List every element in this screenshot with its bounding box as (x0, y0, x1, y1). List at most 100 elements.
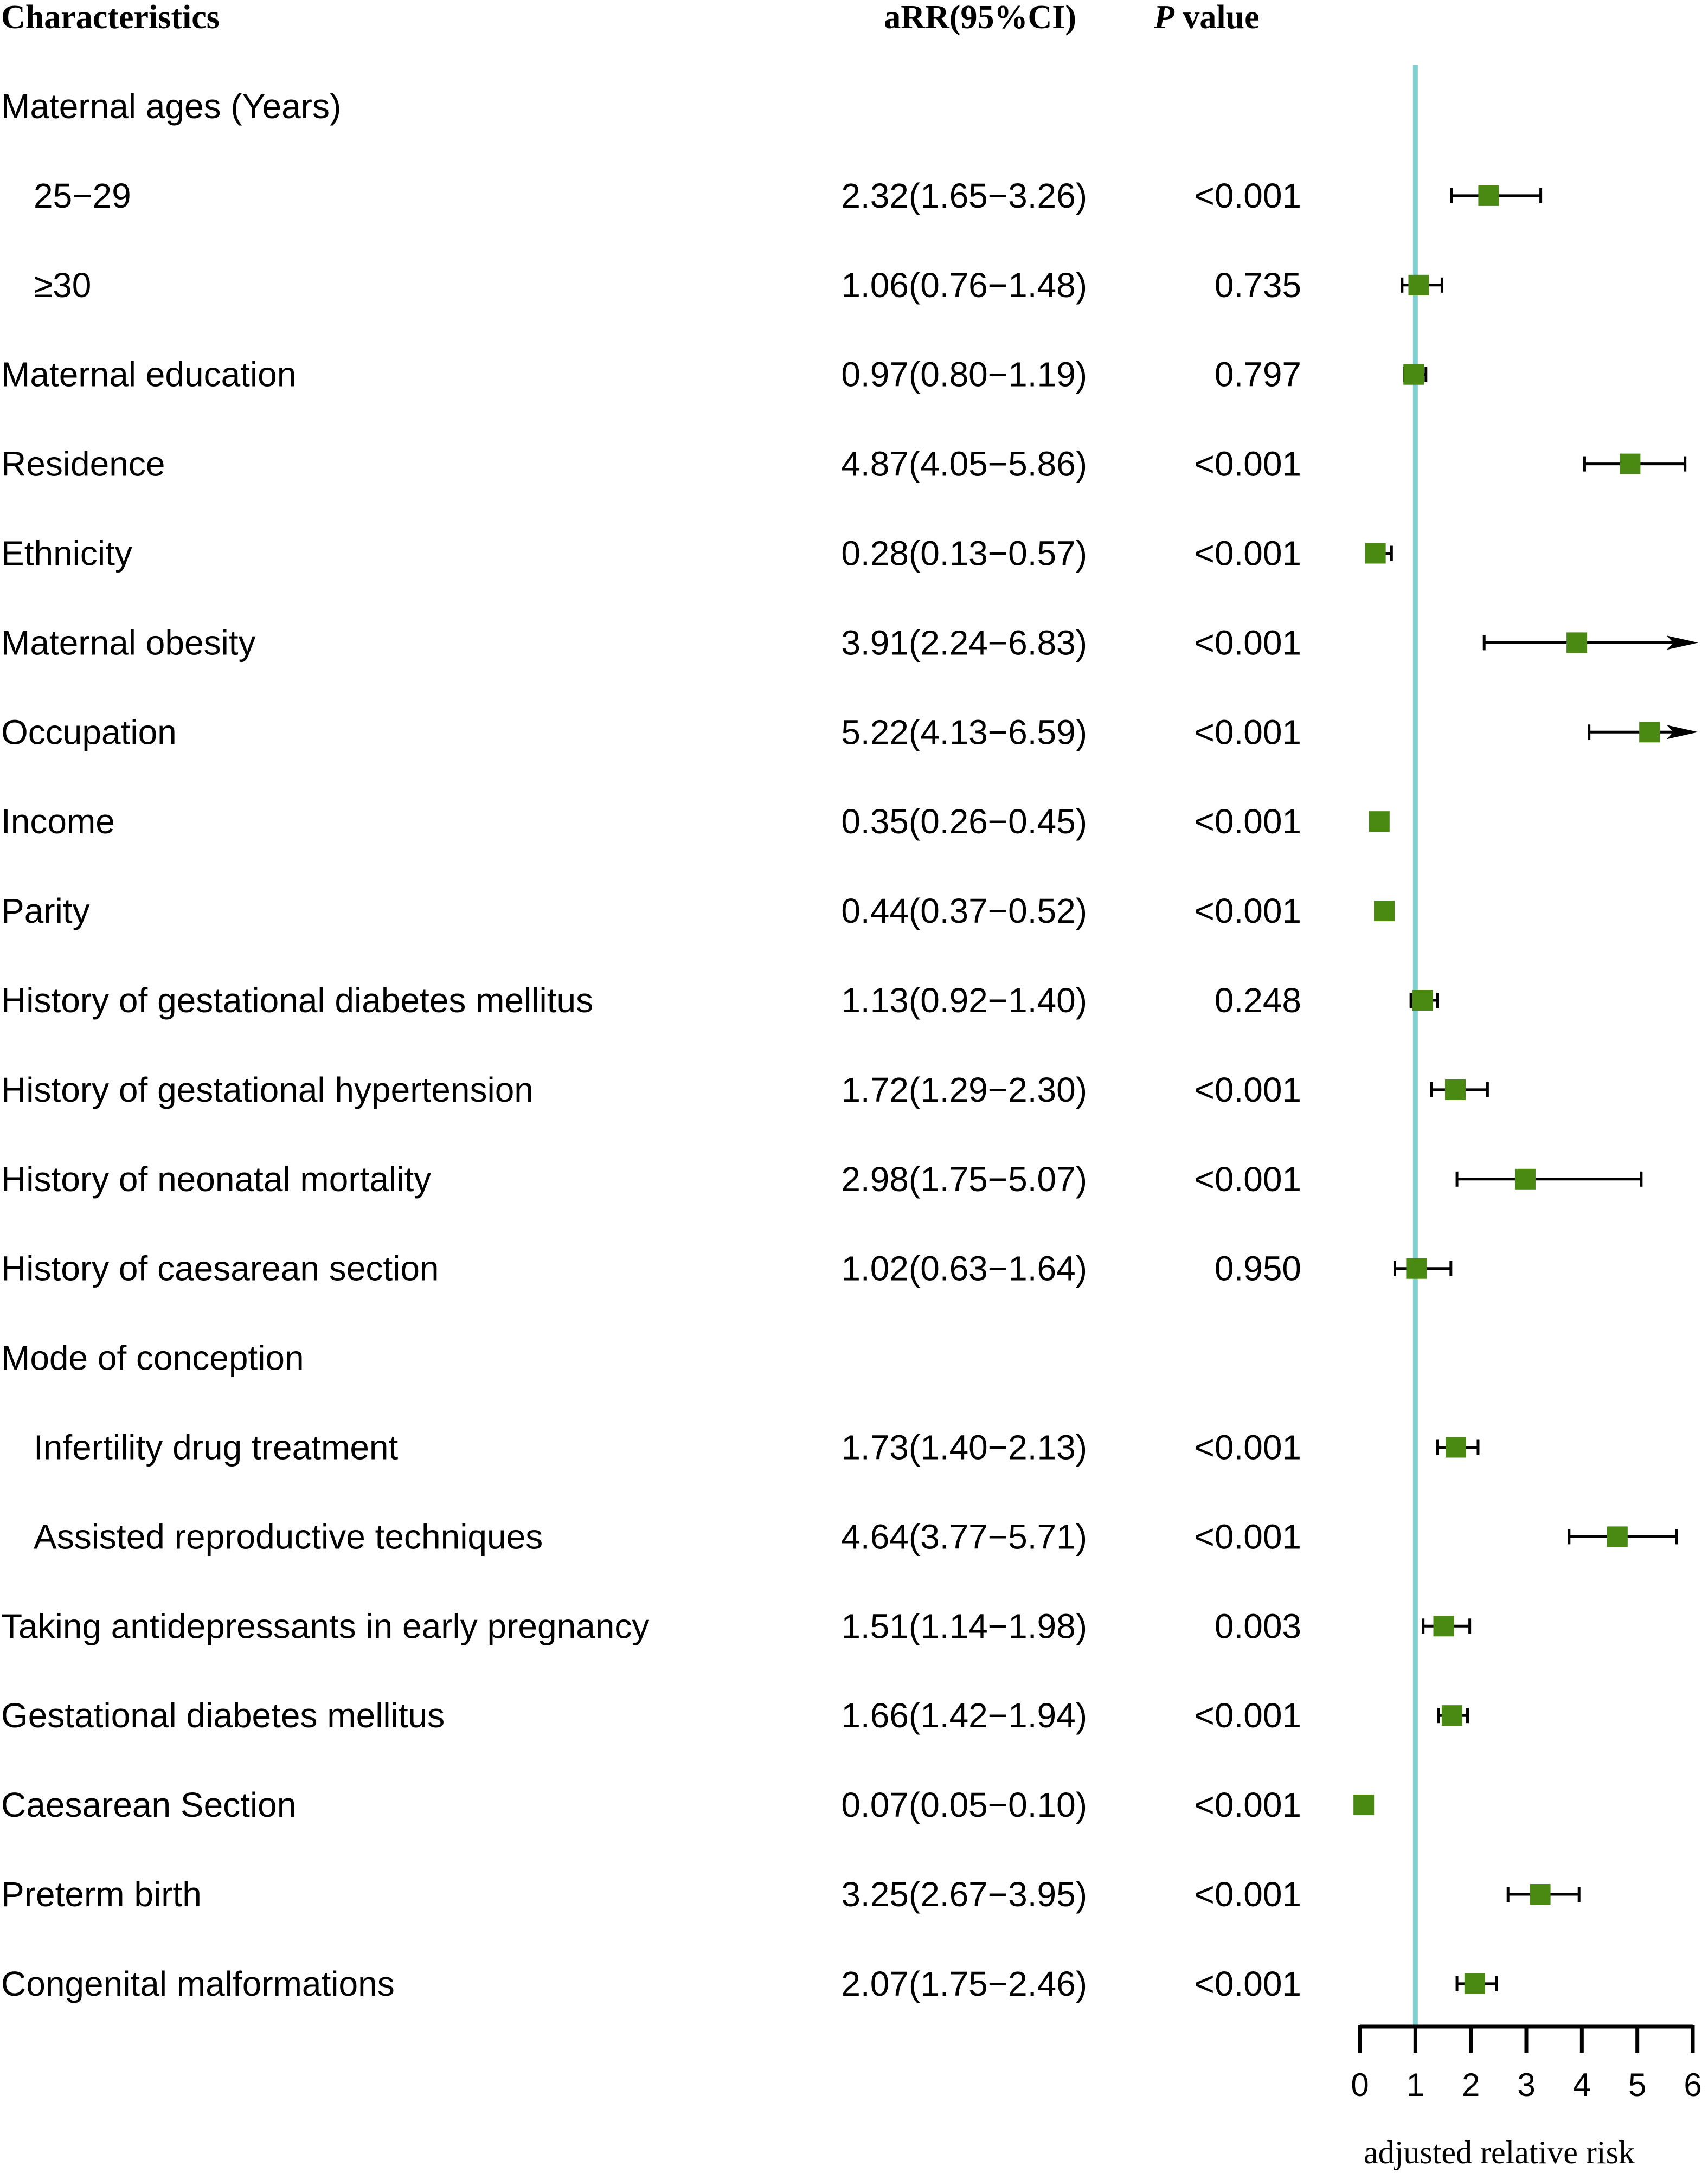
forest-row-mark (1430, 1079, 1489, 1100)
row-label: Maternal obesity (1, 623, 256, 662)
x-tick-label: 5 (1628, 2067, 1646, 2103)
row-label: Occupation (1, 712, 177, 751)
row-p-value: 0.797 (1215, 355, 1301, 394)
forest-row-mark (1393, 1258, 1453, 1279)
row-label: Assisted reproductive techniques (34, 1517, 543, 1556)
forest-row-mark (1353, 1795, 1375, 1816)
table-row: Maternal ages (Years) (1, 87, 341, 126)
row-label: Infertility drug treatment (34, 1428, 399, 1467)
x-axis-label: adjusted relative risk (1364, 2135, 1635, 2170)
table-rows: Maternal ages (Years) 25−29 2.32(1.65−3.26… (1, 87, 1301, 2003)
row-p-value: 0.248 (1215, 981, 1301, 1020)
row-p-value: <0.001 (1194, 1160, 1301, 1199)
row-label: Taking antidepressants in early pregnanc… (1, 1606, 649, 1645)
row-arr-ci: 1.66(1.42−1.94) (841, 1696, 1087, 1735)
table-row: 25−29 2.32(1.65−3.26) <0.001 (34, 176, 1301, 215)
row-arr-ci: 5.22(4.13−6.59) (841, 712, 1087, 751)
forest-row-mark (1409, 990, 1439, 1011)
forest-row-mark (1482, 632, 1698, 653)
row-p-value: <0.001 (1194, 1517, 1301, 1556)
row-arr-ci: 0.44(0.37−0.52) (841, 891, 1087, 930)
point-estimate (1464, 1973, 1485, 1994)
point-estimate (1639, 722, 1660, 743)
row-label: Maternal education (1, 355, 296, 394)
point-estimate (1566, 632, 1588, 653)
row-label: Gestational diabetes mellitus (1, 1696, 445, 1735)
table-row: Taking antidepressants in early pregnanc… (1, 1606, 1301, 1645)
forest-row-mark (1374, 901, 1395, 922)
table-row: Maternal obesity 3.91(2.24−6.83) <0.001 (1, 623, 1301, 662)
table-row: Preterm birth 3.25(2.67−3.95) <0.001 (1, 1875, 1301, 1914)
point-estimate (1374, 901, 1395, 922)
row-label: Ethnicity (1, 534, 132, 573)
row-p-value: <0.001 (1194, 891, 1301, 930)
table-row: History of gestational diabetes mellitus… (1, 981, 1301, 1020)
x-tick-label: 1 (1407, 2067, 1424, 2103)
row-arr-ci: 3.91(2.24−6.83) (841, 623, 1087, 662)
point-estimate (1365, 543, 1386, 564)
forest-row-mark (1583, 453, 1687, 474)
row-p-value: <0.001 (1194, 623, 1301, 662)
row-arr-ci: 1.02(0.63−1.64) (841, 1249, 1087, 1288)
row-label: Income (1, 802, 115, 841)
header-p-rest: value (1174, 0, 1260, 36)
table-row: Mode of conception (1, 1339, 304, 1378)
point-estimate (1478, 185, 1499, 206)
row-p-value: <0.001 (1194, 534, 1301, 573)
forest-row-mark (1588, 722, 1698, 743)
row-p-value: <0.001 (1194, 1428, 1301, 1467)
row-arr-ci: 2.32(1.65−3.26) (841, 176, 1087, 215)
ci-arrow (1667, 725, 1698, 740)
row-arr-ci: 2.07(1.75−2.46) (841, 1964, 1087, 2003)
row-arr-ci: 0.35(0.26−0.45) (841, 802, 1087, 841)
row-label: History of gestational diabetes mellitus (1, 981, 593, 1020)
point-estimate (1607, 1526, 1628, 1547)
header-p-value: P value (1153, 0, 1260, 36)
row-label: Congenital malformations (1, 1964, 395, 2003)
table-row: ≥30 1.06(0.76−1.48) 0.735 (34, 266, 1301, 305)
row-arr-ci: 0.28(0.13−0.57) (841, 534, 1087, 573)
row-label: ≥30 (34, 266, 91, 305)
row-arr-ci: 4.87(4.05−5.86) (841, 445, 1087, 484)
point-estimate (1441, 1705, 1462, 1726)
table-row: Ethnicity 0.28(0.13−0.57) <0.001 (1, 534, 1301, 573)
forest-row-mark (1455, 1168, 1643, 1190)
row-arr-ci: 1.06(0.76−1.48) (841, 266, 1087, 305)
point-estimate (1446, 1437, 1467, 1458)
forest-row-mark (1401, 274, 1443, 295)
point-estimate (1433, 1616, 1454, 1637)
table-row: Occupation 5.22(4.13−6.59) <0.001 (1, 712, 1301, 751)
row-p-value: <0.001 (1194, 445, 1301, 484)
x-tick-label: 6 (1684, 2067, 1701, 2103)
table-row: Residence 4.87(4.05−5.86) <0.001 (1, 445, 1301, 484)
table-row: History of gestational hypertension 1.72(… (1, 1070, 1301, 1109)
row-p-value: <0.001 (1194, 802, 1301, 841)
x-tick-label: 2 (1462, 2067, 1480, 2103)
forest-row-mark (1365, 543, 1393, 564)
table-headers: Characteristics aRR(95%CI) P value (1, 0, 1260, 36)
row-p-value: <0.001 (1194, 1696, 1301, 1735)
x-tick-label: 4 (1573, 2067, 1591, 2103)
table-row: Infertility drug treatment 1.73(1.40−2.13… (34, 1428, 1301, 1467)
table-row: Congenital malformations 2.07(1.75−2.46) <… (1, 1964, 1301, 2003)
point-estimate (1353, 1795, 1375, 1816)
point-estimate (1514, 1168, 1536, 1190)
row-p-value: <0.001 (1194, 1964, 1301, 2003)
row-arr-ci: 0.07(0.05−0.10) (841, 1785, 1087, 1824)
point-estimate (1403, 364, 1424, 385)
header-arr: aRR(95%CI) (884, 0, 1076, 36)
forest-row-mark (1437, 1705, 1469, 1726)
table-row: Assisted reproductive techniques 4.64(3.7… (34, 1517, 1301, 1556)
row-label: Caesarean Section (1, 1785, 296, 1824)
forest-marks (1353, 185, 1698, 1994)
row-label: History of gestational hypertension (1, 1070, 534, 1109)
row-p-value: <0.001 (1194, 176, 1301, 215)
row-p-value: <0.001 (1194, 1785, 1301, 1824)
row-arr-ci: 0.97(0.80−1.19) (841, 355, 1087, 394)
table-row: Maternal education 0.97(0.80−1.19) 0.797 (1, 355, 1301, 394)
row-label: History of caesarean section (1, 1249, 439, 1288)
row-label: Parity (1, 891, 90, 930)
table-row: Caesarean Section 0.07(0.05−0.10) <0.001 (1, 1785, 1301, 1824)
row-arr-ci: 1.13(0.92−1.40) (841, 981, 1087, 1020)
